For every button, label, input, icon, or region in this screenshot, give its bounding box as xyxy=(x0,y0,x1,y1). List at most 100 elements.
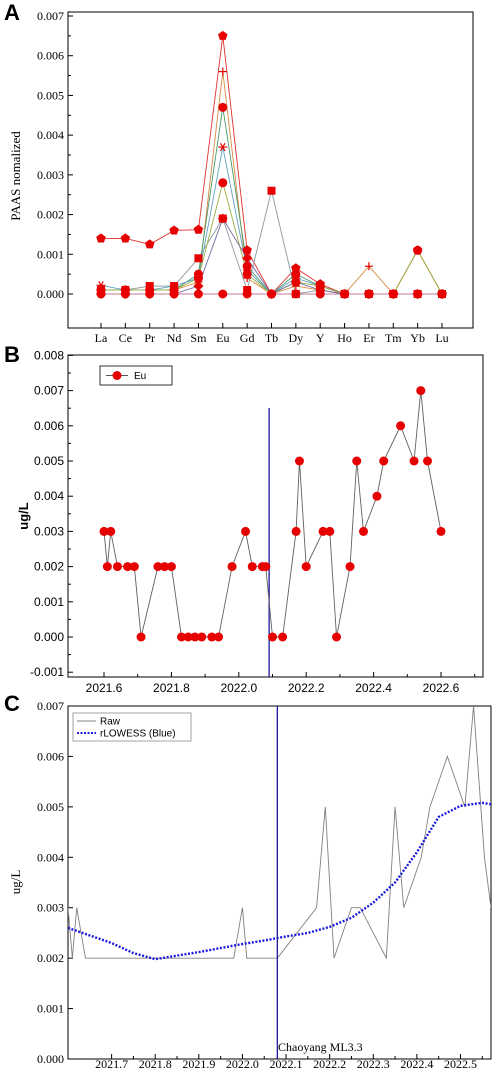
chart-b-xtick-label: 2022.0 xyxy=(220,681,257,695)
chart-a-point xyxy=(218,30,228,40)
chart-b-point xyxy=(294,456,304,466)
chart-a-point xyxy=(242,261,252,271)
chart-a-point xyxy=(120,233,131,243)
chart-b-frame xyxy=(67,354,484,678)
chart-b-ytick-label: 0.002 xyxy=(34,560,64,574)
chart-b-xtick-label: 2021.6 xyxy=(86,681,123,695)
chart-a-xtick-label: Y xyxy=(316,331,325,345)
chart-a-xtick-label: Nd xyxy=(167,331,182,345)
chart-a-point xyxy=(145,289,155,299)
chart-a-point xyxy=(169,225,179,235)
panel-letter-b: B xyxy=(4,342,20,367)
chart-a-point xyxy=(437,289,447,299)
chart-a-series-line xyxy=(101,181,443,295)
chart-b-point xyxy=(166,562,176,572)
chart-c-xtick-label: 2022.5 xyxy=(444,1057,477,1069)
chart-c-plot-area xyxy=(68,706,491,961)
chart-b-xtick-label: 2022.4 xyxy=(355,681,392,695)
chart-b-point xyxy=(278,632,288,642)
chart-b-ylabel: ug/L xyxy=(16,502,31,529)
chart-a-point xyxy=(364,262,373,271)
chart-b-ytick-label: 0.000 xyxy=(34,630,64,644)
chart-b-point xyxy=(261,562,271,572)
chart-b-ytick-label: 0.007 xyxy=(34,384,64,398)
chart-b-point xyxy=(372,491,382,501)
chart-a-point xyxy=(242,253,253,264)
chart-c-legend-smooth: rLOWESS (Blue) xyxy=(100,729,176,740)
chart-c-ytick-label: 0.004 xyxy=(37,850,64,864)
chart-a-point xyxy=(169,289,179,299)
chart-b-ytick-label: 0.006 xyxy=(34,419,64,433)
chart-a-xtick-label: Eu xyxy=(216,331,229,345)
chart-c-frame xyxy=(67,705,492,1060)
chart-a-xtick-label: Sm xyxy=(190,331,207,345)
chart-a-point xyxy=(193,281,204,292)
chart-a-series-line xyxy=(101,35,443,295)
chart-b-ytick-label: -0.001 xyxy=(30,665,64,679)
chart-b-point xyxy=(123,562,133,572)
panel-letter-c: C xyxy=(4,691,20,716)
chart-c-ytick-label: 0.005 xyxy=(37,800,64,814)
chart-a-ytick-label: 0.005 xyxy=(37,88,64,102)
chart-b-ytick-label: 0.004 xyxy=(34,489,64,503)
chart-a-frame xyxy=(67,11,474,329)
chart-a-point-arm xyxy=(220,142,226,152)
chart-c-ytick-label: 0.000 xyxy=(37,1052,64,1066)
chart-c-annotation: Chaoyang ML3.3 xyxy=(278,1040,363,1054)
chart-a-ylabel: PAAS nomalized xyxy=(8,131,23,221)
chart-a-xtick-label: Pr xyxy=(144,331,155,345)
chart-b-point xyxy=(332,632,342,642)
chart-b-ytick-label: 0.008 xyxy=(34,348,64,362)
chart-a-xtick-label: Ho xyxy=(337,331,352,345)
chart-c-ytick-label: 0.006 xyxy=(37,749,64,763)
panel-letter-a: A xyxy=(4,0,20,25)
chart-b-point xyxy=(396,421,406,431)
chart-a-point xyxy=(218,67,227,76)
chart-a-xtick-label: Tm xyxy=(385,331,402,345)
chart-a-point xyxy=(193,289,203,299)
chart-c-xtick-label: 2022.0 xyxy=(226,1057,259,1069)
chart-c-xtick-label: 2022.2 xyxy=(313,1057,346,1069)
chart-c-xtick-label: 2022.1 xyxy=(270,1057,303,1069)
chart-b-point xyxy=(102,562,112,572)
chart-a-ytick-label: 0.006 xyxy=(37,49,64,63)
chart-a-ytick-label: 0.007 xyxy=(37,9,64,23)
chart-b-ytick-label: 0.001 xyxy=(34,595,64,609)
chart-a-point xyxy=(96,289,106,299)
chart-a-xtick-label: La xyxy=(95,331,108,345)
chart-a-point xyxy=(144,239,155,249)
chart-b-series-line xyxy=(103,390,442,638)
chart-b-point xyxy=(423,456,433,466)
chart-b-point xyxy=(190,632,200,642)
chart-a-xtick-label: Gd xyxy=(240,331,255,345)
chart-b-legend-box xyxy=(99,365,173,386)
chart-b-point xyxy=(106,526,116,536)
chart-a-series-line xyxy=(100,146,442,295)
chart-c-xtick-label: 2022.3 xyxy=(357,1057,390,1069)
chart-b-point xyxy=(268,632,277,642)
chart-b-ytick-label: 0.005 xyxy=(34,454,64,468)
chart-a-point xyxy=(291,269,301,279)
chart-b-point xyxy=(318,526,328,536)
chart-b-point xyxy=(379,456,389,466)
chart-b-point xyxy=(247,562,257,572)
chart-c-ytick-label: 0.002 xyxy=(37,951,64,965)
chart-b-point xyxy=(153,562,163,572)
chart-a-xtick-label: Tb xyxy=(265,331,278,345)
chart-a-ytick-label: 0.002 xyxy=(37,208,64,222)
chart-c-xtick-label: 2021.7 xyxy=(95,1057,128,1069)
chart-a-xtick-label: Yb xyxy=(410,331,425,345)
chart-c-ylabel: ug/L xyxy=(8,870,23,895)
chart-a-ytick-label: 0.004 xyxy=(37,128,64,142)
chart-b-point xyxy=(345,562,355,572)
chart-a-point xyxy=(413,245,423,255)
chart-b-point xyxy=(416,386,426,396)
chart-a-point xyxy=(218,289,228,299)
chart-a-point xyxy=(290,277,301,288)
chart-a-point xyxy=(340,289,350,299)
chart-a-ytick-label: 0.000 xyxy=(37,287,64,301)
chart-b-point xyxy=(358,526,368,536)
chart-b-point xyxy=(129,562,139,572)
chart-c-ytick-label: 0.007 xyxy=(37,699,64,713)
